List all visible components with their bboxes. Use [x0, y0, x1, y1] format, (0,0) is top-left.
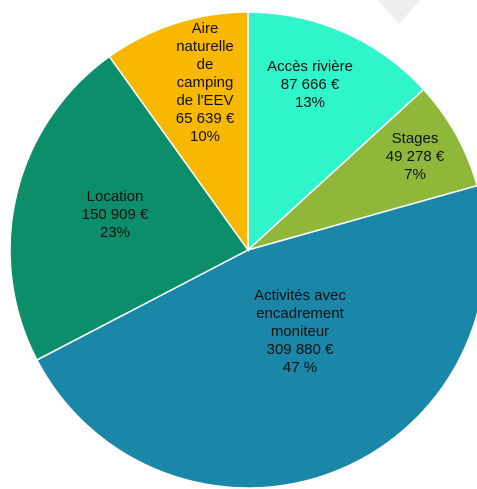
slice-label: Accès rivière 87 666 €13% — [245, 58, 375, 112]
pie-slice — [35, 184, 477, 489]
pie-slice — [9, 55, 250, 361]
pie-slice — [247, 11, 425, 252]
value-label: 309 880 € — [266, 341, 334, 358]
percent-label: 47 % — [282, 359, 318, 376]
slice-label: Activités avec encadrement moniteur 309 8… — [238, 287, 363, 377]
category-label: Stages — [391, 130, 439, 147]
slice-label: Location 150 909 €23% — [50, 188, 180, 242]
pie-slice — [108, 11, 249, 253]
slice-label: Stages 49 278 €7% — [355, 130, 475, 184]
percent-label: 23% — [99, 224, 131, 241]
percent-label: 13% — [294, 94, 326, 111]
category-label: Accès rivière — [267, 58, 353, 75]
percent-label: 10% — [189, 128, 221, 145]
value-label: 150 909 € — [81, 206, 149, 223]
category-label: Location — [86, 188, 144, 205]
value-label: 87 666 € — [280, 76, 340, 93]
category-label: Activités avec encadrement moniteur — [254, 287, 346, 340]
category-label: Aire naturelle de camping de l'EEV — [176, 20, 234, 109]
percent-label: 7% — [404, 166, 426, 183]
decoration — [378, 0, 420, 24]
value-label: 65 639 € — [175, 110, 235, 127]
value-label: 49 278 € — [385, 148, 445, 165]
slice-label: Aire naturelle de camping de l'EEV 65 639… — [170, 20, 240, 146]
